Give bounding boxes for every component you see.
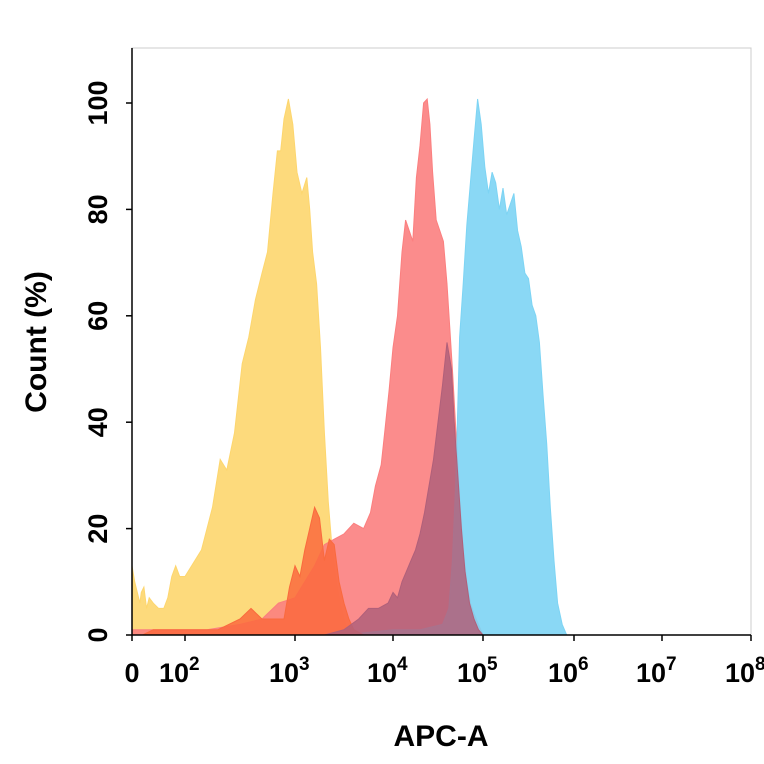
y-tick-label: 100 — [83, 80, 113, 125]
x-tick-label: 106 — [548, 654, 589, 688]
x-tick-label: 107 — [636, 654, 677, 688]
x-tick-label: 104 — [367, 654, 408, 688]
x-tick-label: 108 — [725, 654, 764, 688]
x-tick-label: 105 — [457, 654, 498, 688]
y-axis-title: Count (%) — [20, 271, 53, 413]
series-area-0 — [131, 98, 350, 636]
x-ticks: 0 102 103 104 105 106 107 108 — [124, 635, 764, 688]
y-ticks: 0 20 40 60 80 100 — [83, 80, 132, 643]
series-area-4 — [324, 342, 485, 636]
x-tick-label: 102 — [159, 654, 200, 688]
x-tick-label: 0 — [124, 658, 139, 688]
y-tick-label: 40 — [83, 407, 113, 437]
series-area-1 — [131, 97, 484, 636]
series-layer — [131, 97, 568, 636]
y-tick-label: 80 — [83, 194, 113, 224]
x-tick-label: 103 — [269, 654, 310, 688]
y-tick-label: 60 — [83, 301, 113, 331]
y-tick-label: 20 — [83, 514, 113, 544]
y-tick-label: 0 — [83, 627, 113, 642]
series-area-3 — [132, 505, 364, 636]
x-axis-title: APC-A — [394, 720, 489, 753]
